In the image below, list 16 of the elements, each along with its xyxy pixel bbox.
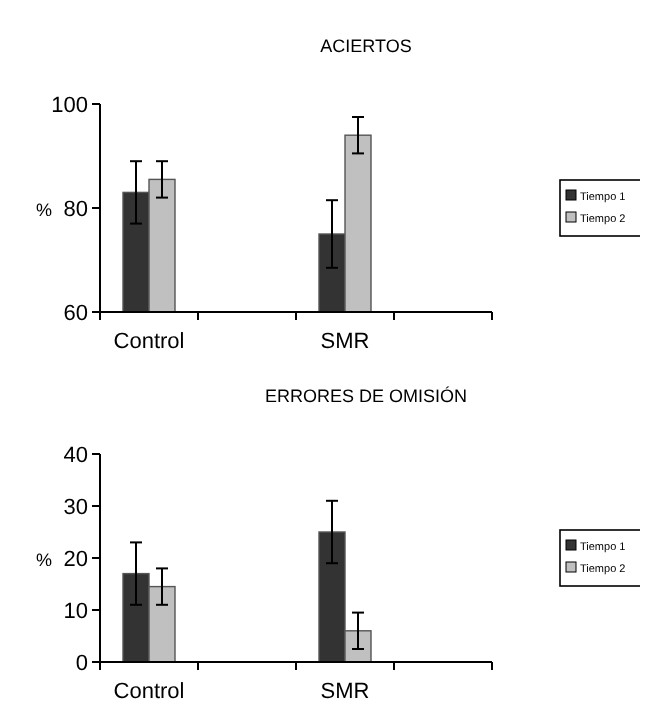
x-tick-label: Control	[113, 680, 185, 704]
y-tick-label: 40	[63, 444, 88, 468]
x-tick-label: SMR	[320, 330, 370, 354]
y-tick-label: 60	[63, 302, 88, 326]
y-tick-label: 0	[75, 652, 88, 676]
chart-title: ERRORES DE OMISIÓN	[264, 386, 468, 406]
y-tick-label: 30	[63, 496, 88, 520]
chart-title: ACIERTOS	[320, 36, 412, 56]
x-tick-label: SMR	[320, 680, 370, 704]
y-tick-label: 20	[63, 548, 88, 572]
y-axis-title: %	[36, 550, 53, 570]
y-axis-title: %	[36, 200, 53, 220]
x-tick-label: Control	[113, 330, 185, 354]
y-tick-label: 80	[63, 198, 88, 222]
y-tick-label: 100	[51, 94, 88, 118]
y-tick-label: 10	[63, 600, 88, 624]
